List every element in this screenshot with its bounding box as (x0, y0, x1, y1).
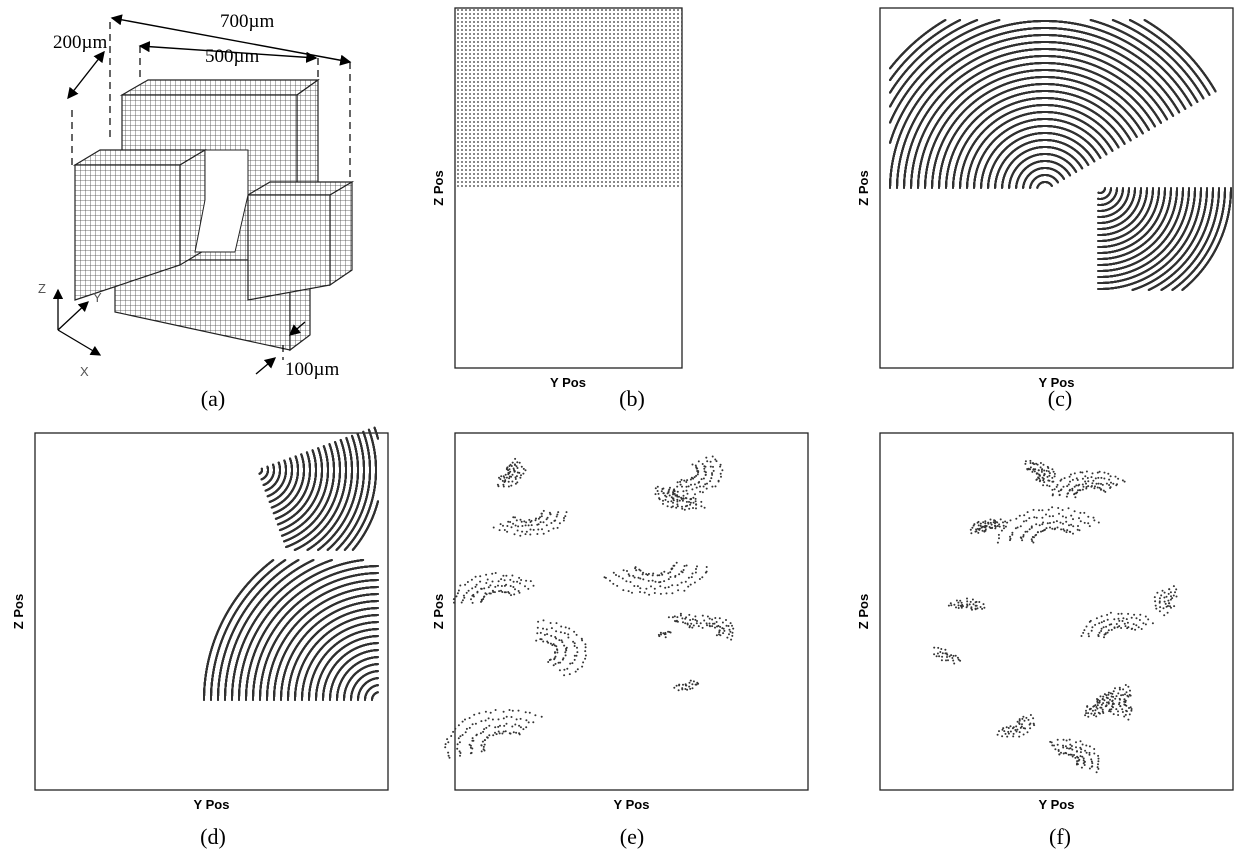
x-axis-label: Y Pos (614, 797, 650, 812)
x-axis-label: Y Pos (194, 797, 230, 812)
mesh-model (75, 80, 352, 350)
y-axis-label: Z Pos (11, 594, 26, 629)
x-axis-label: Y Pos (1039, 797, 1075, 812)
axis-letter: X (80, 364, 89, 379)
figure: 700µm 500µm 200µm 100µm Z Y X (a) Y Pos Z… (0, 0, 1239, 859)
dimension-label: 200µm (53, 32, 107, 53)
y-axis-label: Z Pos (431, 594, 446, 629)
panel-caption: (c) (1048, 386, 1072, 411)
panel-caption: (b) (619, 386, 645, 411)
particles (203, 19, 1232, 773)
y-axis-label: Z Pos (856, 594, 871, 629)
panel-caption: (a) (201, 386, 225, 411)
particle-grid (455, 8, 682, 188)
y-axis-label: Z Pos (431, 170, 446, 205)
dimension-label: 500µm (205, 46, 259, 67)
x-axis-label: Y Pos (550, 375, 586, 390)
panel-caption: (e) (620, 824, 644, 849)
particle (1057, 182, 1059, 184)
dimension-label: 100µm (285, 359, 339, 380)
dimension-label: 700µm (220, 11, 274, 32)
y-axis-label: Z Pos (856, 170, 871, 205)
particle (1051, 185, 1053, 187)
panel-caption: (f) (1049, 824, 1071, 849)
axis-letter: Y (93, 290, 102, 305)
particle (1063, 178, 1065, 180)
panel-caption: (d) (200, 824, 226, 849)
axis-letter: Z (38, 281, 46, 296)
